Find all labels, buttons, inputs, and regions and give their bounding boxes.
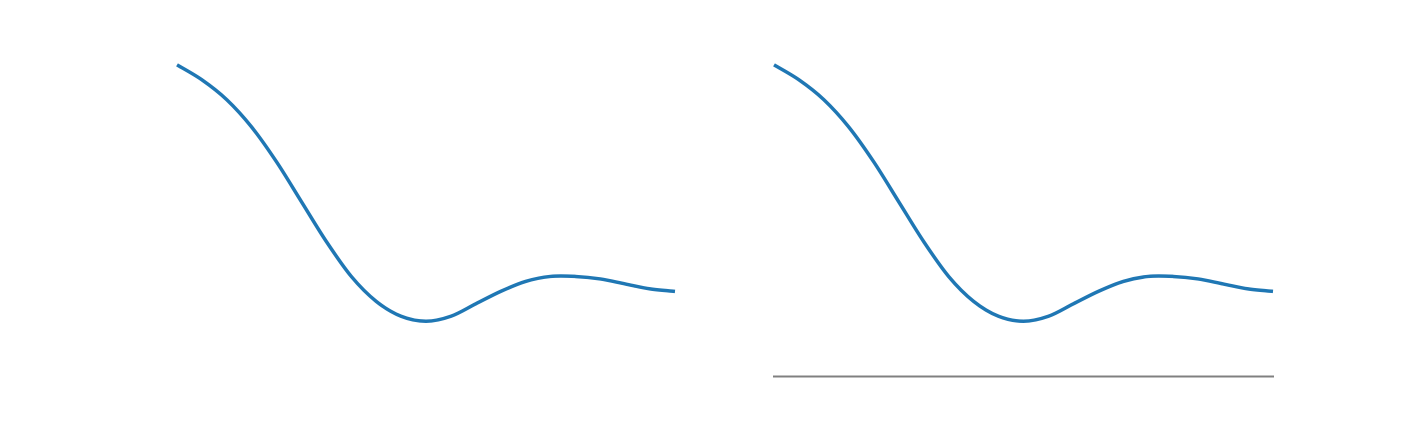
subplot-left [176, 63, 676, 323]
series-line-0 [176, 63, 676, 323]
series-line-0 [773, 63, 1274, 323]
subplot-right [773, 63, 1274, 378]
